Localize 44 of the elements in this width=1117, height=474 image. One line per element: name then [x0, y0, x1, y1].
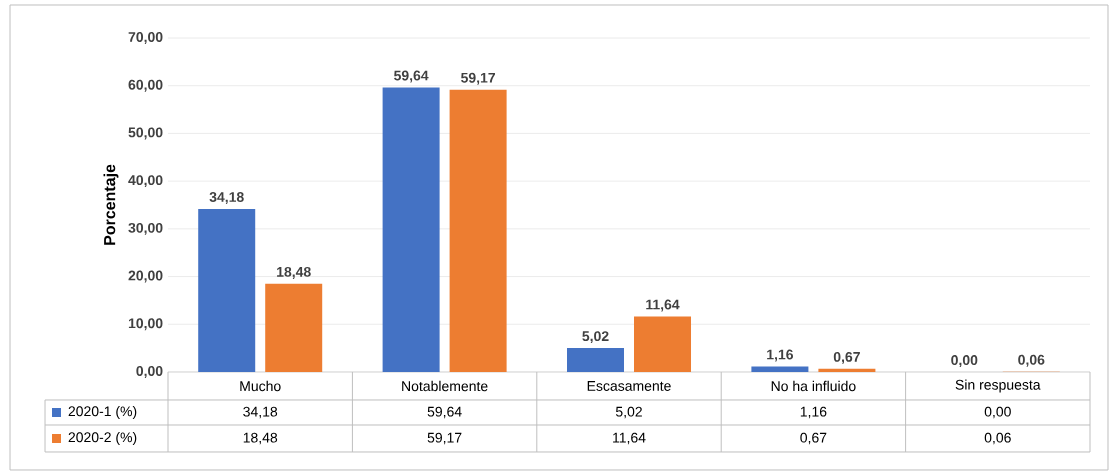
- data-label: 18,48: [243, 432, 278, 445]
- bar: [198, 208, 256, 372]
- bar: [818, 368, 876, 372]
- legend-label: 2020-1 (%): [68, 405, 137, 420]
- bar: [382, 87, 440, 372]
- bar: [751, 366, 809, 372]
- text: 11,64: [646, 299, 680, 312]
- data-label: 0,00: [984, 406, 1011, 419]
- data-label: 1,16: [800, 406, 827, 419]
- text: 0,06: [1018, 354, 1045, 367]
- text: 1,16: [767, 349, 794, 362]
- text: 18,48: [277, 266, 311, 279]
- y-tick-label: 20,00: [128, 270, 163, 283]
- y-tick-label: 50,00: [128, 127, 163, 140]
- y-tick-label: 30,00: [128, 222, 163, 235]
- y-tick-label: 60,00: [128, 79, 163, 92]
- text: 0,67: [833, 351, 860, 364]
- text: 0,00: [951, 355, 978, 368]
- y-tick-label: 40,00: [128, 175, 163, 188]
- data-label: 5,02: [615, 406, 642, 419]
- bar: [449, 89, 507, 372]
- x-tick-label: Notablemente: [402, 380, 488, 392]
- text: 34,18: [209, 192, 244, 204]
- y-tick-label: 10,00: [128, 318, 163, 331]
- bar: [567, 348, 624, 372]
- data-label: 59,17: [427, 432, 462, 445]
- text: 59,64: [394, 70, 429, 83]
- y-tick-label: 0,00: [136, 366, 163, 378]
- bar: [634, 316, 692, 372]
- data-label: 0,67: [800, 432, 827, 445]
- text: 59,17: [461, 72, 496, 85]
- bar: [265, 283, 323, 372]
- data-label: 0,06: [984, 432, 1011, 445]
- x-tick-label: No ha influido: [771, 380, 856, 392]
- data-label: 59,64: [427, 406, 462, 419]
- data-label: 11,64: [613, 432, 646, 445]
- x-tick-label: Sin respuesta: [955, 379, 1041, 393]
- x-tick-label: Mucho: [240, 380, 281, 392]
- text: 5,02: [582, 331, 609, 344]
- legend-label: 2020-2 (%): [68, 431, 137, 446]
- data-label: 34,18: [243, 406, 278, 419]
- y-axis-title: Porcentaje: [103, 164, 119, 245]
- y-tick-label: 70,00: [128, 32, 163, 44]
- x-tick-label: Escasamente: [587, 381, 671, 391]
